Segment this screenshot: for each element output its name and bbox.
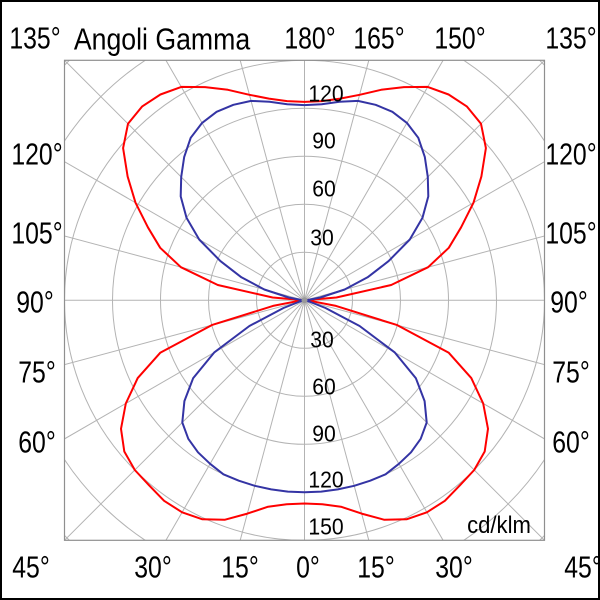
intensity-tick-label-lower-60: 60 xyxy=(312,373,336,400)
grid-radial xyxy=(239,60,305,301)
grid-radial xyxy=(304,299,545,541)
gamma-angle-label-left-75: 75° xyxy=(18,354,56,390)
intensity-tick-label-upper-30: 30 xyxy=(310,224,334,251)
gamma-angle-label-left-60: 60° xyxy=(18,424,56,460)
grid-radial xyxy=(304,235,545,301)
gamma-angle-label-right-75: 75° xyxy=(552,354,590,390)
gamma-angle-label-bottom-right-45: 45° xyxy=(564,549,600,585)
grid-radial xyxy=(304,161,545,301)
grid-radial xyxy=(304,299,545,440)
grid-radial xyxy=(304,60,370,301)
gamma-angle-label-left-105: 105° xyxy=(11,215,63,251)
grid-radial xyxy=(239,300,305,541)
gamma-angle-label-top-left-135: 135° xyxy=(9,20,61,56)
gamma-angle-label-right-60: 60° xyxy=(552,424,590,460)
gamma-angle-label-right-90: 90° xyxy=(550,284,588,320)
grid-radial xyxy=(304,300,444,541)
intensity-curves xyxy=(120,85,489,521)
gamma-angle-label-bottom-left-45: 45° xyxy=(12,549,50,585)
intensity-tick-label-upper-120: 120 xyxy=(308,80,344,107)
gamma-angle-label-right-120: 120° xyxy=(545,136,597,172)
grid-radial xyxy=(304,299,545,366)
blue-curve xyxy=(179,99,430,494)
red-curve xyxy=(120,85,489,521)
gamma-angle-label-right-105: 105° xyxy=(545,215,597,251)
gamma-angle-label-top-150: 150° xyxy=(434,20,486,56)
gamma-angle-label-left-90: 90° xyxy=(16,284,54,320)
intensity-tick-label-lower-120: 120 xyxy=(308,466,344,493)
intensity-tick-label-lower-150: 150 xyxy=(308,513,344,540)
grid-radial xyxy=(304,60,545,301)
gamma-angle-label-bottom-15-left: 15° xyxy=(221,549,259,585)
gamma-angle-label-bottom-0: 0° xyxy=(296,549,320,585)
gamma-angle-label-left-120: 120° xyxy=(11,136,63,172)
gamma-angle-label-top-165: 165° xyxy=(353,20,405,56)
grid-radial xyxy=(64,161,305,301)
unit-label: cd/klm xyxy=(467,512,531,539)
gamma-angle-label-bottom-30-right: 30° xyxy=(435,549,473,585)
grid-radial xyxy=(165,300,305,541)
grid-radial xyxy=(304,60,444,301)
gamma-angle-label-top-180: 180° xyxy=(284,20,336,56)
gamma-angle-label-top-right-135: 135° xyxy=(545,20,597,56)
intensity-tick-label-lower-90: 90 xyxy=(312,420,336,447)
gamma-angle-label-bottom-30-left: 30° xyxy=(134,549,172,585)
chart-frame xyxy=(63,59,546,541)
grid-radial xyxy=(64,235,305,301)
intensity-tick-label-upper-90: 90 xyxy=(312,127,336,154)
grid-radial xyxy=(165,60,305,301)
intensity-tick-label-upper-60: 60 xyxy=(312,175,336,202)
grid-radial xyxy=(64,299,305,366)
grid-radial xyxy=(64,299,305,541)
chart-title: Angoli Gamma xyxy=(73,21,251,57)
grid-radial xyxy=(304,300,370,541)
grid-radial xyxy=(64,60,305,301)
gamma-angle-label-bottom-15-right: 15° xyxy=(357,549,395,585)
center-point xyxy=(301,297,308,304)
grid-radial xyxy=(64,299,305,440)
intensity-tick-label-lower-30: 30 xyxy=(310,326,334,353)
